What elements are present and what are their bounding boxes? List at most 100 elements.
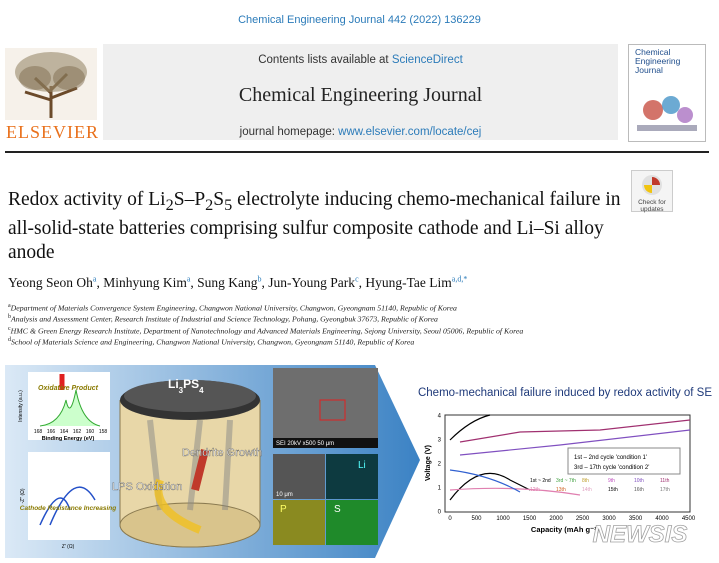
publisher-logo — [5, 48, 97, 120]
chart-ytick: 0 — [438, 510, 442, 516]
cover-art — [637, 96, 697, 131]
chart-xtick: 0 — [448, 516, 452, 522]
chart-xtick: 2500 — [576, 516, 590, 522]
author-affil: b — [257, 274, 262, 283]
eds-label: S — [334, 504, 341, 515]
chart-xtick: 3000 — [602, 516, 616, 522]
sem-bar — [273, 438, 378, 448]
sem-box — [319, 399, 346, 421]
cycle-label: 11th — [660, 478, 670, 484]
xps-xtick: 158 — [99, 429, 108, 435]
chart-ytick: 4 — [438, 414, 442, 420]
xps-xtick: 160 — [86, 429, 95, 435]
cycle-label: 8th — [582, 478, 589, 484]
eds-se — [273, 454, 325, 499]
eds-p — [273, 500, 325, 545]
cycle-label: 12th — [530, 487, 540, 493]
affil-text: Department of Materials Convergence Syst… — [10, 303, 457, 313]
cycle-label: 9th — [608, 478, 615, 484]
homepage-line: journal homepage: www.elsevier.com/locat… — [103, 126, 618, 138]
xps-curve — [39, 389, 101, 427]
voltage-curves — [449, 414, 691, 501]
cycle-label: 17th — [660, 487, 670, 493]
battery-growth: Dendrite Growth — [182, 447, 262, 459]
cycle-label: 16th — [634, 487, 644, 493]
eds-label: Li — [358, 460, 366, 471]
homepage-prefix: journal homepage: — [239, 126, 339, 138]
author: Hyung-Tae Lima,d,* — [365, 274, 468, 290]
title-part: 2 — [205, 195, 214, 214]
contents-line: Contents lists available at ScienceDirec… — [103, 54, 618, 66]
xps-panel — [28, 372, 110, 440]
affil-label: a — [8, 303, 11, 309]
affiliation: cHMC & Green Energy Research Institute, … — [8, 326, 523, 336]
cycle-label: 13th — [556, 487, 566, 493]
badge-icon — [642, 175, 662, 195]
eds-s — [326, 500, 378, 545]
chart-legend — [567, 447, 681, 475]
affil-label: d — [8, 336, 11, 343]
chart-xlabel: Capacity (mAh g⁻¹) — [531, 525, 600, 534]
author-name: Hyung-Tae Lim — [365, 274, 452, 290]
affiliation: aDepartment of Materials Convergence Sys… — [8, 303, 457, 313]
chart-xtick: 1000 — [496, 516, 510, 522]
check-updates-badge[interactable]: Check for updates — [631, 170, 673, 213]
header-rule — [5, 151, 709, 153]
author-affil: a,d,* — [451, 274, 468, 283]
xps-xtick: 166 — [47, 429, 56, 435]
author: Minhyung Kima — [103, 274, 197, 290]
title-part: S–P — [173, 189, 206, 210]
xps-xtick: 162 — [73, 429, 82, 435]
author-affil: a — [186, 274, 191, 283]
eds-scale: 10 μm — [276, 492, 293, 498]
affil-text: HMC & Green Energy Research Institute, D… — [10, 326, 524, 336]
chart-ylabel: Voltage (V) — [425, 445, 432, 481]
cover-title: Chemical Engineering Journal — [635, 47, 681, 75]
affiliation: dSchool of Materials Science and Enginee… — [8, 337, 414, 347]
title-part: 2 — [165, 195, 174, 214]
cycle-label: 14th — [582, 487, 592, 493]
chart-xtick: 1500 — [523, 516, 537, 522]
title-part: Redox activity of Li — [8, 189, 166, 210]
eds-li — [326, 454, 378, 499]
impedance-panel — [28, 452, 110, 540]
chart-ytick: 3 — [438, 438, 442, 444]
affiliation: bAnalysis and Assessment Center, Researc… — [8, 314, 438, 324]
species-part: Li — [168, 377, 179, 391]
journal-cover[interactable]: Chemical Engineering Journal — [628, 44, 706, 142]
cycle-label: 1st ~ 2nd — [530, 478, 551, 484]
citation: Chemical Engineering Journal 442 (2022) … — [238, 14, 481, 26]
affil-text: Analysis and Assessment Center, Research… — [11, 314, 438, 324]
title-part: S — [213, 189, 225, 210]
xps-ylabel: Intensity (a.u.) — [18, 390, 24, 422]
species-part: 3 — [179, 386, 184, 395]
cycle-label: 15th — [608, 487, 618, 493]
chart-xtick: 4000 — [655, 516, 669, 522]
author-name: Minhyung Kim — [103, 274, 187, 290]
graphical-abstract: Intensity (a.u.) Oxidative Product 168 166 1… — [5, 365, 712, 558]
header-box: Contents lists available at ScienceDirec… — [103, 44, 618, 140]
contents-prefix: Contents lists available at — [258, 54, 392, 66]
xps-annotation: Oxidative Product — [38, 385, 99, 392]
sciencedirect-link[interactable]: ScienceDirect — [391, 54, 463, 66]
chart-ytick: 1 — [438, 486, 442, 492]
sem-image — [273, 368, 378, 448]
journal-name: Chemical Engineering Journal — [238, 84, 483, 106]
impedance-ylabel: -Z'' (Ω) — [20, 488, 26, 503]
impedance-curve — [39, 486, 96, 526]
author: Sung Kangb — [197, 274, 268, 290]
eds-label: P — [280, 504, 287, 515]
author-name: Yeong Seon Oh — [8, 274, 93, 290]
chart-ytick: 2 — [438, 462, 442, 468]
badge-text: Check for updates — [638, 199, 666, 213]
author-name: Jun-Young Park — [268, 274, 356, 290]
chart-xtick: 3500 — [629, 516, 643, 522]
author: Jun-Young Parkc — [268, 274, 365, 290]
chart-xtick: 2000 — [549, 516, 563, 522]
homepage-link[interactable]: www.elsevier.com/locate/cej — [338, 126, 482, 138]
battery-species: Li3PS4 — [168, 377, 204, 395]
sem-info: SEI 20kV x500 50 μm — [276, 441, 334, 447]
battery — [119, 380, 261, 548]
publisher-name: ELSEVIER — [6, 122, 99, 142]
